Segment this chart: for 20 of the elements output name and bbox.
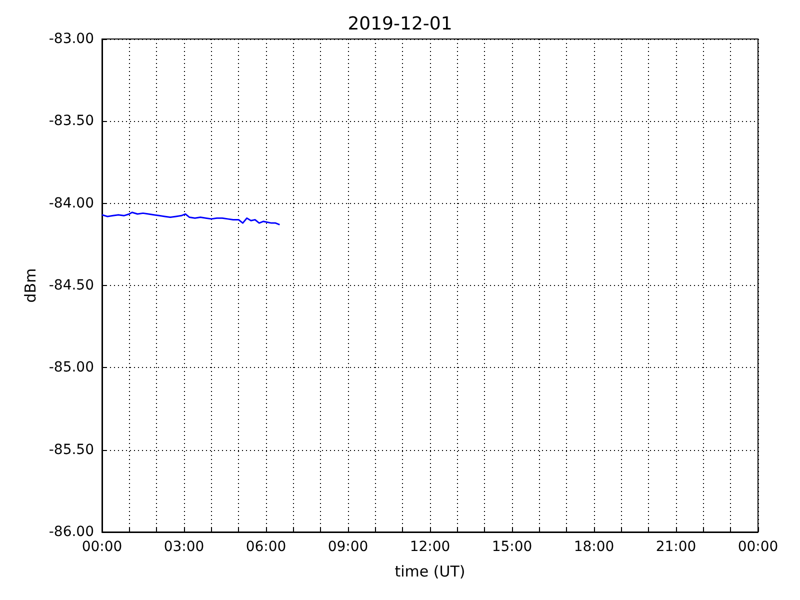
y-tick-label: -85.00 — [48, 360, 94, 376]
y-tick-label: -83.00 — [48, 31, 94, 47]
chart-title: 2019-12-01 — [348, 14, 452, 34]
x-tick-label: 09:00 — [328, 539, 368, 555]
y-tick-label: -85.50 — [48, 442, 94, 458]
x-tick-label: 03:00 — [164, 539, 204, 555]
x-tick-label: 18:00 — [574, 539, 614, 555]
x-tick-label: 15:00 — [492, 539, 532, 555]
x-tick-label: 00:00 — [82, 539, 122, 555]
x-tick-label: 00:00 — [738, 539, 778, 555]
x-tick-label: 12:00 — [410, 539, 450, 555]
y-tick-label: -84.00 — [48, 195, 94, 212]
x-tick-label: 06:00 — [246, 539, 286, 555]
y-axis-title: dBm — [21, 268, 40, 303]
x-tick-label: 21:00 — [656, 539, 696, 555]
x-axis-title: time (UT) — [394, 562, 466, 580]
y-tick-label: -83.50 — [48, 113, 94, 130]
y-tick-label: -86.00 — [48, 524, 94, 540]
y-tick-label: -84.50 — [48, 278, 94, 294]
line-series — [101, 212, 280, 226]
